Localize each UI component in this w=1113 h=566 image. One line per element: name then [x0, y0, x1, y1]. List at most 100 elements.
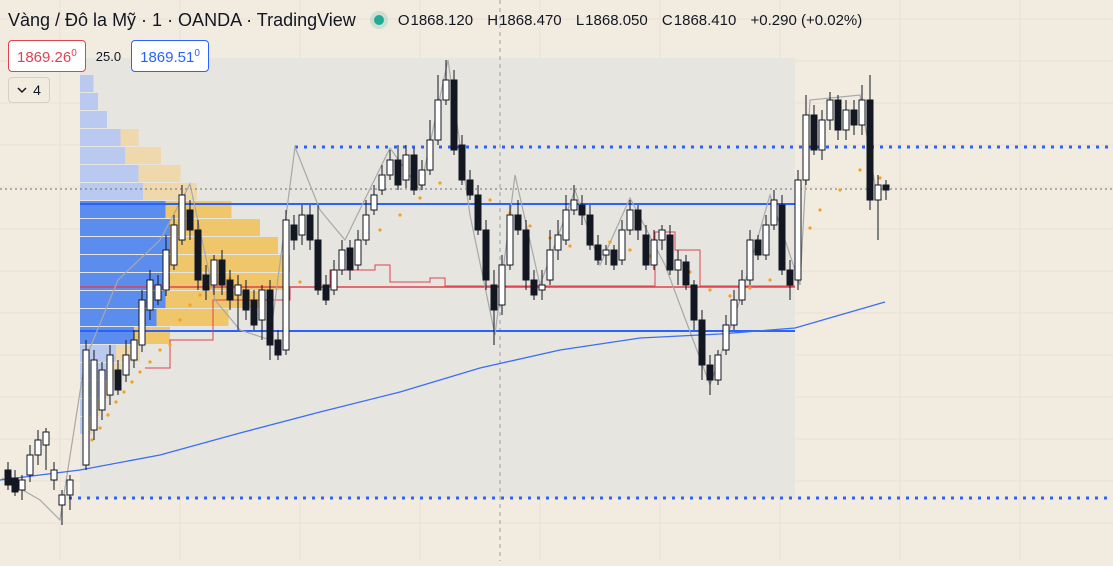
candle-body [138, 299, 146, 346]
candle-body [282, 219, 290, 351]
candle-body [218, 259, 226, 286]
buy-button[interactable]: 1869.510 [131, 40, 209, 72]
candle-body [770, 199, 778, 226]
candle-body [698, 319, 706, 366]
candle-body [634, 209, 642, 231]
candle-body [850, 109, 858, 126]
candle-body [522, 229, 530, 281]
candle-body [362, 214, 370, 241]
candle-body [530, 279, 538, 296]
developing-poc-line [145, 231, 795, 369]
candle-body [810, 114, 818, 151]
volume-profile-bar [80, 111, 107, 128]
candle-body [290, 224, 298, 241]
candle-body [562, 209, 570, 241]
candle-body [18, 479, 26, 491]
close-label: C [661, 11, 673, 29]
volume-profile-bar [80, 237, 170, 254]
candle-body [450, 79, 458, 151]
sar-dot [178, 318, 182, 322]
candle-body [626, 209, 634, 231]
candle-body [210, 259, 218, 286]
volume-profile-bar [80, 75, 94, 92]
candle-body [11, 477, 19, 493]
candle-body [154, 284, 162, 301]
sar-dot [438, 181, 442, 185]
buy-price: 1869.51 [140, 49, 195, 66]
candle-body [778, 204, 786, 271]
candle-body [858, 99, 866, 126]
candle-body [794, 179, 802, 281]
candle-body [642, 234, 650, 266]
sar-dot [138, 370, 142, 374]
candle-body [314, 239, 322, 291]
volume-profile-bar [80, 309, 157, 326]
candle-body [82, 349, 90, 466]
candle-body [722, 324, 730, 351]
chevron-down-icon [17, 86, 27, 93]
candle-body [322, 284, 330, 301]
volume-profile-bar [80, 93, 98, 110]
sar-dot [488, 198, 492, 202]
sar-dot [878, 176, 882, 180]
sar-dot [122, 390, 126, 394]
candle-body [114, 369, 122, 391]
sar-dot [768, 278, 772, 282]
sell-price-superscript: 0 [71, 48, 77, 59]
candle-body [402, 154, 410, 181]
candle-body [578, 204, 586, 216]
candle-body [618, 229, 626, 261]
candle-body [178, 194, 186, 241]
buy-price-superscript: 0 [194, 48, 200, 59]
candle-body [226, 279, 234, 301]
sar-dot [158, 348, 162, 352]
symbol-title[interactable]: Vàng / Đô la Mỹ · 1 · OANDA · TradingVie… [8, 9, 356, 30]
candle-body [298, 214, 306, 236]
candle-body [426, 139, 434, 171]
candle-body [98, 369, 106, 411]
candle-body [194, 229, 202, 281]
candle-body [146, 279, 154, 311]
sar-dot [188, 303, 192, 307]
candle-body [514, 214, 522, 231]
candle-body [586, 214, 594, 246]
candle-body [466, 179, 474, 196]
sar-dot [748, 286, 752, 290]
sar-dot [114, 400, 118, 404]
candle-body [706, 364, 714, 381]
candle-body [378, 174, 386, 191]
candle-body [802, 114, 810, 181]
candle-body [394, 159, 402, 186]
high-label: H [487, 11, 499, 29]
low-value: 1868.050 [585, 11, 648, 29]
candle-body [666, 234, 674, 271]
candle-body [674, 259, 682, 271]
sar-dot [838, 188, 842, 192]
spread-value: 25.0 [95, 48, 122, 64]
market-status-icon[interactable] [373, 15, 384, 25]
trade-panel: 1869.260 25.0 1869.510 [8, 40, 209, 72]
candle-body [506, 214, 514, 266]
sar-dot [106, 413, 110, 417]
sar-dot [90, 438, 94, 442]
close-value: 1868.410 [673, 11, 737, 29]
candle-body [186, 209, 194, 231]
candle-body [346, 247, 354, 271]
sell-button[interactable]: 1869.260 [8, 40, 86, 72]
candle-body [682, 261, 690, 286]
candle-body [650, 239, 658, 266]
indicators-toggle-button[interactable]: 4 [8, 77, 50, 103]
sar-dot [708, 288, 712, 292]
candle-body [690, 284, 698, 321]
candle-body [754, 239, 762, 256]
candle-body [330, 269, 338, 291]
candle-body [354, 239, 362, 266]
volume-profile-bar [80, 219, 170, 236]
volume-profile-bar [80, 201, 166, 218]
candle-body [370, 194, 378, 211]
candle-body [50, 469, 58, 481]
candle-body [874, 184, 882, 201]
sar-dot [298, 280, 302, 284]
